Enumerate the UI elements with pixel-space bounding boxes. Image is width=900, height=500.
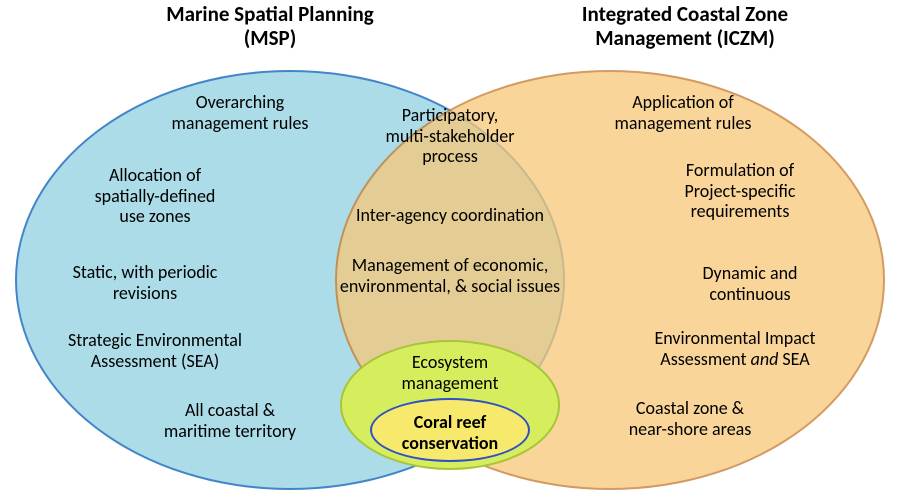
label-left-2: Static, with periodicrevisions xyxy=(40,262,250,303)
label-left-1: Allocation ofspatially-defineduse zones xyxy=(55,165,255,227)
title-left: Marine Spatial Planning (MSP) xyxy=(130,2,410,50)
label-left-4: All coastal &maritime territory xyxy=(130,400,330,441)
label-right-0: Application ofmanagement rules xyxy=(578,92,788,133)
label-right-2: Dynamic andcontinuous xyxy=(660,263,840,304)
label-ecosystem: Ecosystemmanagement xyxy=(380,352,520,393)
label-coral: Coral reefconservation xyxy=(385,412,515,453)
title-left-line1: Marine Spatial Planning xyxy=(166,1,374,27)
label-left-0: Overarchingmanagement rules xyxy=(140,92,340,133)
title-right-line2: Management (ICZM) xyxy=(595,25,775,51)
title-left-line2: (MSP) xyxy=(244,25,297,51)
title-right: Integrated Coastal Zone Management (ICZM… xyxy=(520,2,850,50)
label-overlap-2: Management of economic,environmental, & … xyxy=(300,255,600,296)
title-right-line1: Integrated Coastal Zone xyxy=(582,1,788,27)
label-left-3: Strategic EnvironmentalAssessment (SEA) xyxy=(30,330,280,371)
label-overlap-0: Participatory,multi-stakeholderprocess xyxy=(350,105,550,167)
label-right-4: Coastal zone &near-shore areas xyxy=(585,398,795,439)
label-overlap-1: Inter-agency coordination xyxy=(320,205,580,226)
label-right-1: Formulation ofProject-specificrequiremen… xyxy=(640,160,840,222)
label-right-3: Environmental ImpactAssessment and SEA xyxy=(610,328,860,369)
